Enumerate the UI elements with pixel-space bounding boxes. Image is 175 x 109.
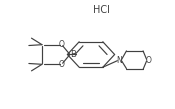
Text: B: B [70, 50, 76, 59]
Text: O: O [145, 56, 151, 65]
Text: HCl: HCl [93, 5, 110, 15]
Text: O: O [58, 60, 64, 69]
Text: N: N [117, 56, 122, 65]
Text: O: O [58, 40, 64, 49]
